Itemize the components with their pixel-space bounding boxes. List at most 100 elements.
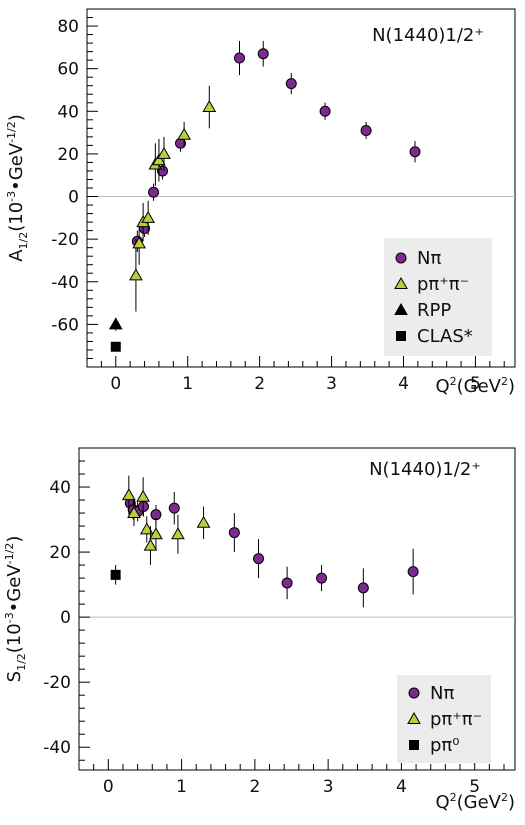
chart-a12: 0 1 2 3 4 5-60-40-20020406080Q2(GeV2)A1/2(10-… xyxy=(5,8,516,397)
label-part: S xyxy=(4,671,25,682)
data-point xyxy=(129,268,143,281)
x-tick-label: 4 xyxy=(398,374,409,394)
legend: Nπ pπ⁺π⁻ pπ⁰ xyxy=(397,675,491,763)
data-point xyxy=(357,582,369,594)
label-part: Q xyxy=(435,792,449,813)
legend-marker xyxy=(394,302,408,315)
legend-marker xyxy=(407,711,421,724)
x-tick-label: 0 xyxy=(103,777,114,797)
x-tick-label: 5 xyxy=(470,374,481,394)
label-part: •GeV xyxy=(4,564,25,613)
chart-title: N(1440)1/2⁺ xyxy=(372,25,484,46)
x-tick-label: 5 xyxy=(469,777,480,797)
label-part: •GeV xyxy=(6,142,27,191)
data-point xyxy=(319,105,331,117)
x-tick-label: 1 xyxy=(176,777,187,797)
data-point xyxy=(121,488,136,501)
data-point xyxy=(157,146,171,159)
y-tick-label: 20 xyxy=(57,145,79,165)
label-part: -1/2 xyxy=(5,121,18,143)
data-point xyxy=(152,153,166,166)
y-tick-label: 80 xyxy=(57,17,79,37)
label-part: 2 xyxy=(501,375,508,388)
chart-title: N(1440)1/2⁺ xyxy=(369,459,481,480)
label-part: (GeV xyxy=(457,376,502,397)
data-point xyxy=(171,527,185,540)
data-point xyxy=(110,569,121,580)
data-point xyxy=(196,515,211,528)
x-tick-label: 3 xyxy=(326,374,337,394)
series-triangle xyxy=(108,317,123,331)
legend-marker xyxy=(394,276,408,289)
data-point xyxy=(228,527,240,539)
series-triangle xyxy=(129,85,217,312)
data-point xyxy=(168,502,180,514)
legend-label: Nπ xyxy=(430,683,454,704)
data-point xyxy=(108,317,123,330)
x-tick-label: 3 xyxy=(323,777,334,797)
x-tick-label: 2 xyxy=(249,777,260,797)
data-point xyxy=(316,572,328,584)
legend: Nπ pπ⁺π⁻ RPP CLAS* xyxy=(384,238,492,356)
x-tick-label: 4 xyxy=(396,777,407,797)
label-part: 2 xyxy=(450,375,457,388)
y-tick-label: -60 xyxy=(51,315,79,335)
label-part: -3 xyxy=(5,191,18,202)
legend-marker xyxy=(409,740,419,750)
label-part: A xyxy=(6,249,27,262)
data-point xyxy=(127,506,141,519)
label-part: 1/2 xyxy=(17,232,30,250)
data-point xyxy=(285,78,297,90)
data-point xyxy=(148,186,160,198)
label-part: 2 xyxy=(450,791,457,804)
y-tick-label: -40 xyxy=(43,738,71,758)
x-tick-label: 0 xyxy=(110,374,121,394)
y-tick-label: 0 xyxy=(68,188,79,208)
data-point xyxy=(136,489,150,502)
data-point xyxy=(407,566,419,578)
legend-marker xyxy=(396,331,406,341)
series-circle xyxy=(124,491,419,608)
y-tick-label: -20 xyxy=(43,673,71,693)
legend-marker xyxy=(395,252,407,264)
x-tick-label: 1 xyxy=(182,374,193,394)
series-square xyxy=(110,341,121,352)
label-part: -3 xyxy=(3,612,16,623)
data-point xyxy=(281,577,293,589)
data-point xyxy=(141,210,156,223)
label-part: 2 xyxy=(501,791,508,804)
data-point xyxy=(110,341,121,352)
x-axis-label: Q2(GeV2) xyxy=(435,375,515,397)
label-part: ) xyxy=(508,376,515,397)
y-tick-label: 40 xyxy=(57,102,79,122)
data-point xyxy=(253,553,265,565)
data-point xyxy=(132,236,147,249)
y-axis-label: S1/2(10-3•GeV-1/2) xyxy=(3,536,28,683)
legend-label: Nπ xyxy=(417,248,441,269)
legend-label: pπ⁺π⁻ xyxy=(417,274,469,295)
label-part: ) xyxy=(508,792,515,813)
series-triangle xyxy=(121,475,211,566)
y-tick-label: 40 xyxy=(49,478,71,498)
data-point xyxy=(202,100,217,113)
data-point xyxy=(233,52,245,64)
y-tick-label: -40 xyxy=(51,273,79,293)
series-circle xyxy=(131,40,421,252)
legend-label: RPP xyxy=(417,300,451,321)
plot-frame xyxy=(78,447,516,771)
y-tick-label: 0 xyxy=(60,608,71,628)
y-tick-label: -20 xyxy=(51,230,79,250)
label-part: (10 xyxy=(6,202,27,232)
label-part: ) xyxy=(6,114,27,121)
label-part: Q xyxy=(435,376,449,397)
series-square xyxy=(110,565,121,585)
data-point xyxy=(409,146,421,158)
data-point xyxy=(360,124,372,136)
y-axis-label: A1/2(10-3•GeV-1/2) xyxy=(5,114,30,262)
legend-label: CLAS* xyxy=(417,326,473,347)
x-axis-label: Q2(GeV2) xyxy=(435,791,515,813)
label-part: (GeV xyxy=(457,792,502,813)
chart-s12: 0 1 2 3 4 5-40-2002040Q2(GeV2)S1/2(10-3•GeV-1… xyxy=(3,447,516,813)
legend-label: pπ⁺π⁻ xyxy=(430,709,482,730)
